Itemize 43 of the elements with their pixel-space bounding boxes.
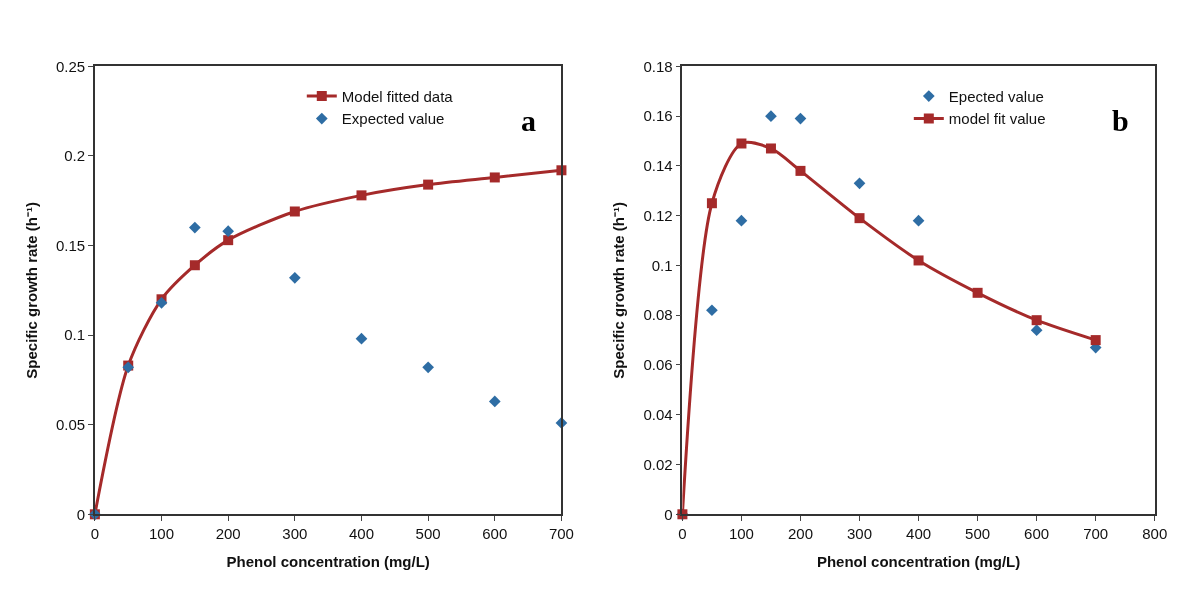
x-tick-label: 300 <box>847 525 873 543</box>
x-tick-label: 400 <box>348 525 375 543</box>
y-tick-label: 0.1 <box>64 326 86 344</box>
x-axis-title: Phenol concentration (mg/L) <box>816 552 1021 570</box>
legend-label: Epected value <box>948 87 1044 105</box>
y-tick-label: 0 <box>76 505 86 523</box>
y-tick-label: 0.02 <box>643 455 673 473</box>
y-axis-title: Specific growth rate (h⁻¹) <box>610 201 628 379</box>
y-tick-label: 0.16 <box>643 107 673 125</box>
x-tick-label: 500 <box>415 525 441 543</box>
y-tick-label: 0.2 <box>64 147 86 165</box>
annotation: a <box>521 104 536 137</box>
x-tick-label: 400 <box>906 525 932 543</box>
x-tick-label: 500 <box>965 525 991 543</box>
x-tick-label: 0 <box>678 525 687 543</box>
x-tick-label: 200 <box>787 525 813 543</box>
y-tick-label: 0.12 <box>643 206 673 224</box>
y-tick-label: 0.06 <box>643 356 673 374</box>
x-tick-label: 600 <box>482 525 508 543</box>
annotation: b <box>1112 104 1129 137</box>
x-tick-label: 600 <box>1024 525 1050 543</box>
y-axis-title: Specific growth rate (h⁻¹) <box>22 201 40 379</box>
y-tick-label: 0.04 <box>643 406 673 423</box>
x-tick-label: 700 <box>1083 525 1109 543</box>
y-tick-label: 0.25 <box>55 57 86 75</box>
y-tick-label: 0.15 <box>55 236 86 254</box>
y-tick-label: 0.18 <box>643 57 673 75</box>
x-tick-label: 0 <box>90 525 100 543</box>
x-tick-label: 300 <box>282 525 308 543</box>
x-tick-label: 100 <box>728 525 754 543</box>
legend-label: Model fitted data <box>341 87 454 105</box>
y-tick-label: 0.05 <box>55 415 86 433</box>
y-tick-label: 0.08 <box>643 306 673 324</box>
y-tick-label: 0.1 <box>651 256 673 274</box>
legend-label: Expected value <box>341 110 445 128</box>
x-tick-label: 800 <box>1142 525 1168 543</box>
x-axis-title: Phenol concentration (mg/L) <box>226 552 430 570</box>
x-tick-label: 100 <box>149 525 175 543</box>
y-tick-label: 0.14 <box>643 157 673 175</box>
legend-label: model fit value <box>948 110 1046 128</box>
x-tick-label: 200 <box>215 525 241 543</box>
y-tick-label: 0 <box>664 505 673 523</box>
x-tick-label: 700 <box>548 525 574 543</box>
